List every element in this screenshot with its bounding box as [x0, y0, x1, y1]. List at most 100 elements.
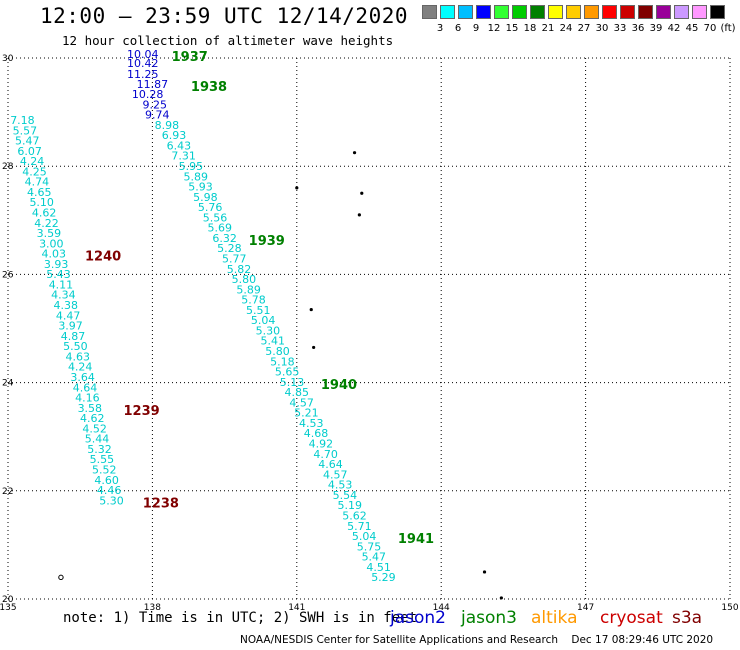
orbit-time-label: 1238: [143, 496, 179, 511]
swh-value: 5.30: [99, 494, 124, 507]
chart-subtitle: 12 hour collection of altimeter wave hei…: [62, 33, 394, 48]
swh-value: 3.97: [58, 320, 83, 333]
legend-label: 18: [523, 23, 537, 34]
orbit-time-label: 1239: [124, 404, 160, 419]
y-tick-label: 20: [2, 595, 14, 605]
swh-value: 5.54: [333, 489, 358, 502]
legend-swatch: [566, 5, 581, 19]
swh-value: 5.56: [203, 211, 228, 224]
swh-value: 6.43: [167, 139, 192, 152]
swh-value: 5.57: [13, 124, 38, 137]
legend-swatch: [602, 5, 617, 19]
legend-swatch: [674, 5, 689, 19]
island-marker: [309, 307, 313, 312]
swh-value: 5.04: [251, 314, 276, 327]
swh-value: 4.22: [34, 217, 59, 230]
legend-swatch: [620, 5, 635, 19]
swh-value: 4.70: [313, 448, 338, 461]
orbit-time-label: 1941: [398, 532, 434, 547]
legend-label: 6: [454, 23, 462, 34]
swh-value: 5.69: [208, 222, 233, 235]
swh-value: 4.53: [328, 479, 353, 492]
swh-value: 4.25: [22, 165, 47, 178]
swh-value: 4.65: [27, 186, 52, 199]
orbit-time-label: 1940: [321, 378, 357, 393]
x-tick-label: 141: [288, 603, 305, 613]
legend-label: 70: [703, 23, 717, 34]
y-tick-label: 30: [2, 54, 14, 64]
swh-value: 11.87: [137, 78, 169, 91]
swh-value: 4.92: [309, 438, 334, 451]
legend-label: 24: [559, 23, 573, 34]
swh-value: 10.04: [127, 48, 159, 61]
legend-label: 39: [649, 23, 663, 34]
swh-value: 4.64: [73, 381, 98, 394]
island-marker: [312, 345, 316, 350]
island-marker: [295, 186, 299, 190]
legend-unit: (ft): [720, 23, 736, 34]
swh-value: 5.95: [179, 160, 204, 173]
timestamp: Dec 17 08:29:46 UTC 2020: [571, 634, 714, 646]
swh-value: 4.64: [318, 458, 343, 471]
swh-value: 5.89: [183, 170, 208, 183]
swh-value: 4.46: [97, 484, 122, 497]
swh-value: 5.41: [260, 335, 285, 348]
x-tick-label: 138: [144, 603, 161, 613]
swh-value: 4.62: [32, 207, 57, 220]
swh-value: 5.80: [265, 345, 290, 358]
swh-value: 4.68: [304, 427, 329, 440]
swh-value: 5.77: [222, 252, 247, 265]
legend-swatch: [530, 5, 545, 19]
island-marker: [58, 574, 64, 581]
swh-value: 4.53: [299, 417, 324, 430]
x-tick-label: 144: [433, 603, 450, 613]
satellite-s3a: s3a: [672, 608, 703, 628]
swh-value: 5.80: [232, 273, 257, 286]
satellite-cryosat: cryosat: [600, 608, 663, 628]
legend-swatch: [422, 5, 437, 19]
swh-value: 5.47: [15, 135, 40, 148]
swh-value: 4.74: [25, 176, 50, 189]
legend-swatch: [692, 5, 707, 19]
swh-value: 5.21: [294, 407, 319, 420]
y-tick-label: 28: [2, 162, 14, 172]
swh-value: 5.10: [29, 196, 54, 209]
swh-value: 5.18: [270, 355, 295, 368]
swh-value: 9.25: [143, 98, 168, 111]
swh-value: 5.29: [371, 571, 396, 584]
swh-value: 5.93: [188, 181, 213, 194]
swh-value: 7.18: [10, 114, 35, 127]
legend-label: 3: [436, 23, 444, 34]
legend-swatch: [638, 5, 653, 19]
swh-value: 5.43: [46, 268, 71, 281]
swh-value: 5.19: [337, 499, 362, 512]
swh-value: 3.64: [70, 371, 95, 384]
swh-value: 4.11: [49, 278, 74, 291]
swh-value: 5.78: [241, 294, 266, 307]
swh-value: 4.57: [323, 468, 348, 481]
swh-value: 5.44: [85, 433, 110, 446]
swh-value: 5.65: [275, 366, 300, 379]
legend-swatch: [476, 5, 491, 19]
swh-value: 5.51: [246, 304, 271, 317]
x-tick-label: 150: [721, 603, 738, 613]
satellite-jason3: jason3: [461, 608, 517, 628]
satellite-altika: altika: [531, 608, 578, 628]
swh-value: 3.00: [39, 237, 64, 250]
legend-swatch: [512, 5, 527, 19]
swh-value: 4.47: [56, 309, 81, 322]
swh-value: 9.74: [145, 109, 170, 122]
swh-value: 5.71: [347, 520, 372, 533]
swh-value: 5.50: [63, 340, 88, 353]
swh-value: 3.59: [37, 227, 62, 240]
swh-value: 5.82: [227, 263, 252, 276]
x-tick-label: 135: [0, 603, 17, 613]
swh-value: 5.98: [193, 191, 218, 204]
swh-value: 5.04: [352, 530, 377, 543]
y-tick-label: 22: [2, 487, 13, 497]
island-marker: [352, 151, 357, 155]
swh-value: 4.16: [75, 392, 100, 405]
y-tick-label: 26: [2, 270, 14, 280]
legend-label: 33: [613, 23, 627, 34]
swh-value: 4.63: [66, 350, 91, 363]
